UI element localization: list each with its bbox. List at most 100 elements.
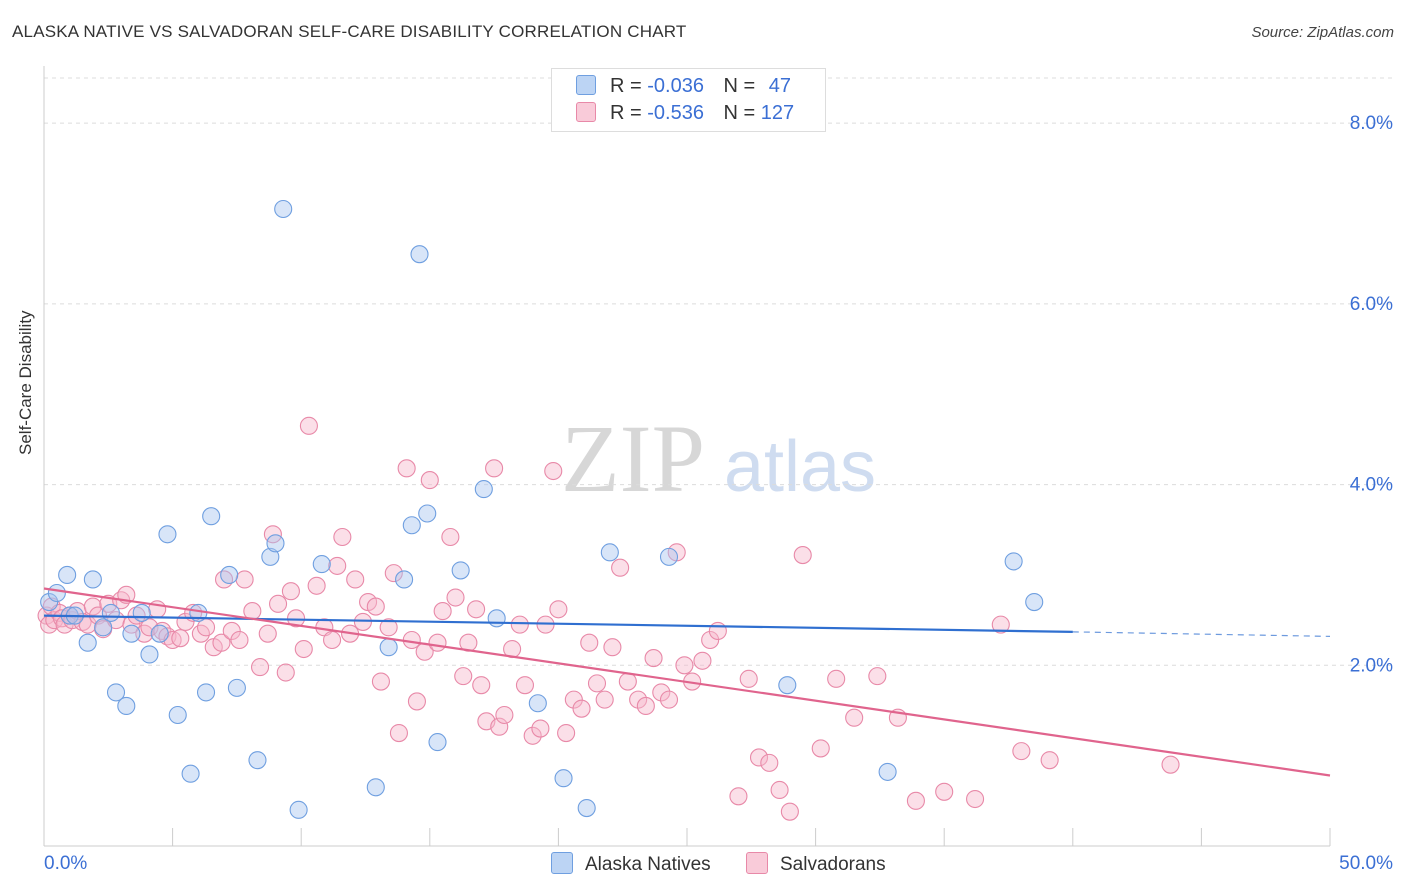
point-salvadoran [1012, 742, 1031, 761]
point-alaska-native [554, 769, 573, 788]
point-salvadoran [433, 602, 452, 621]
point-alaska-native [140, 645, 159, 664]
point-alaska-native [202, 507, 221, 526]
point-salvadoran [235, 570, 254, 589]
point-alaska-native [83, 570, 102, 589]
chart-title: ALASKA NATIVE VS SALVADORAN SELF-CARE DI… [12, 22, 687, 41]
point-salvadoran [287, 609, 306, 628]
point-salvadoran [307, 576, 326, 595]
point-salvadoran [269, 594, 288, 613]
point-salvadoran [397, 459, 416, 478]
point-salvadoran [366, 597, 385, 616]
point-salvadoran [472, 676, 491, 695]
watermark-zip: ZIP [561, 405, 705, 512]
point-salvadoran [222, 621, 241, 641]
point-salvadoran [739, 669, 758, 688]
legend-row-alaska: R = -0.036 N = 47 [576, 75, 791, 99]
point-salvadoran [564, 690, 583, 709]
point-salvadoran [523, 726, 542, 745]
point-salvadoran [1161, 755, 1180, 774]
point-salvadoran [294, 639, 313, 659]
point-salvadoran [467, 600, 486, 619]
point-alaska-native [132, 603, 151, 622]
point-salvadoran [603, 638, 622, 657]
point-salvadoran [281, 582, 300, 601]
point-alaska-native [117, 696, 136, 716]
point-salvadoran [171, 629, 190, 648]
point-alaska-native [487, 609, 506, 628]
point-alaska-native [410, 245, 429, 264]
legend-n-label: N = [723, 75, 756, 97]
point-salvadoran [407, 692, 426, 711]
bottom-legend-swatch-alaska [551, 852, 573, 874]
point-salvadoran [652, 683, 671, 702]
point-alaska-native [428, 733, 447, 752]
point-alaska-native [312, 555, 331, 574]
point-salvadoran [153, 621, 172, 641]
point-alaska-native [1025, 592, 1044, 612]
point-salvadoran [495, 705, 514, 725]
y-tick-label: 4.0% [1350, 475, 1393, 496]
point-salvadoran [935, 782, 954, 801]
point-salvadoran [811, 739, 830, 758]
point-salvadoran [1040, 751, 1059, 770]
point-alaska-native [878, 762, 897, 781]
point-salvadoran [515, 676, 535, 695]
point-salvadoran [636, 696, 655, 716]
point-alaska-native [181, 764, 200, 783]
x-tick-label-min: 0.0% [44, 853, 87, 874]
point-alaska-native [248, 751, 267, 770]
point-salvadoran [428, 633, 447, 652]
point-salvadoran [793, 546, 812, 565]
point-salvadoran [346, 570, 365, 589]
point-salvadoran [230, 630, 249, 650]
point-alaska-native [366, 778, 385, 797]
point-alaska-native [474, 480, 493, 499]
point-salvadoran [611, 558, 630, 577]
point-alaska-native [78, 633, 97, 652]
point-alaska-native [402, 516, 421, 535]
point-salvadoran [420, 471, 439, 490]
point-salvadoran [371, 672, 390, 691]
point-salvadoran [353, 612, 372, 631]
point-salvadoran [618, 672, 637, 691]
point-salvadoran [675, 656, 694, 675]
point-salvadoran [544, 461, 563, 481]
point-alaska-native [659, 547, 679, 566]
point-salvadoran [384, 564, 403, 583]
stats-legend: R = -0.036 N = 47 R = -0.536 N = 127 [551, 68, 826, 132]
point-salvadoran [693, 651, 712, 670]
point-salvadoran [323, 630, 342, 650]
point-alaska-native [274, 199, 293, 219]
bottom-legend-salvadoran: Salvadorans [746, 852, 886, 876]
point-alaska-native [289, 800, 308, 819]
point-salvadoran [701, 630, 720, 650]
point-salvadoran [454, 667, 473, 686]
point-salvadoran [441, 527, 460, 547]
point-salvadoran [531, 719, 550, 738]
point-salvadoran [587, 674, 607, 693]
point-salvadoran [906, 791, 925, 810]
bottom-legend-alaska: Alaska Natives [551, 852, 711, 876]
bottom-legend-swatch-salvadoran [746, 852, 768, 874]
point-salvadoran [389, 724, 408, 743]
legend-r-label: R = [610, 75, 642, 97]
point-alaska-native [122, 624, 141, 643]
point-salvadoran [333, 527, 352, 547]
point-salvadoran [729, 787, 748, 806]
point-salvadoran [966, 789, 985, 809]
point-salvadoran [510, 615, 529, 634]
point-alaska-native [1004, 552, 1023, 571]
point-salvadoran [845, 708, 864, 727]
point-alaska-native [451, 561, 470, 580]
point-alaska-native [158, 525, 177, 544]
point-salvadoran [708, 621, 727, 641]
y-tick-label: 8.0% [1350, 113, 1393, 134]
point-salvadoran [250, 658, 270, 677]
point-salvadoran [644, 649, 663, 668]
point-alaska-native [150, 624, 169, 643]
x-tick-label-max: 50.0% [1339, 853, 1393, 874]
point-alaska-native [418, 504, 437, 523]
point-salvadoran [485, 459, 504, 478]
